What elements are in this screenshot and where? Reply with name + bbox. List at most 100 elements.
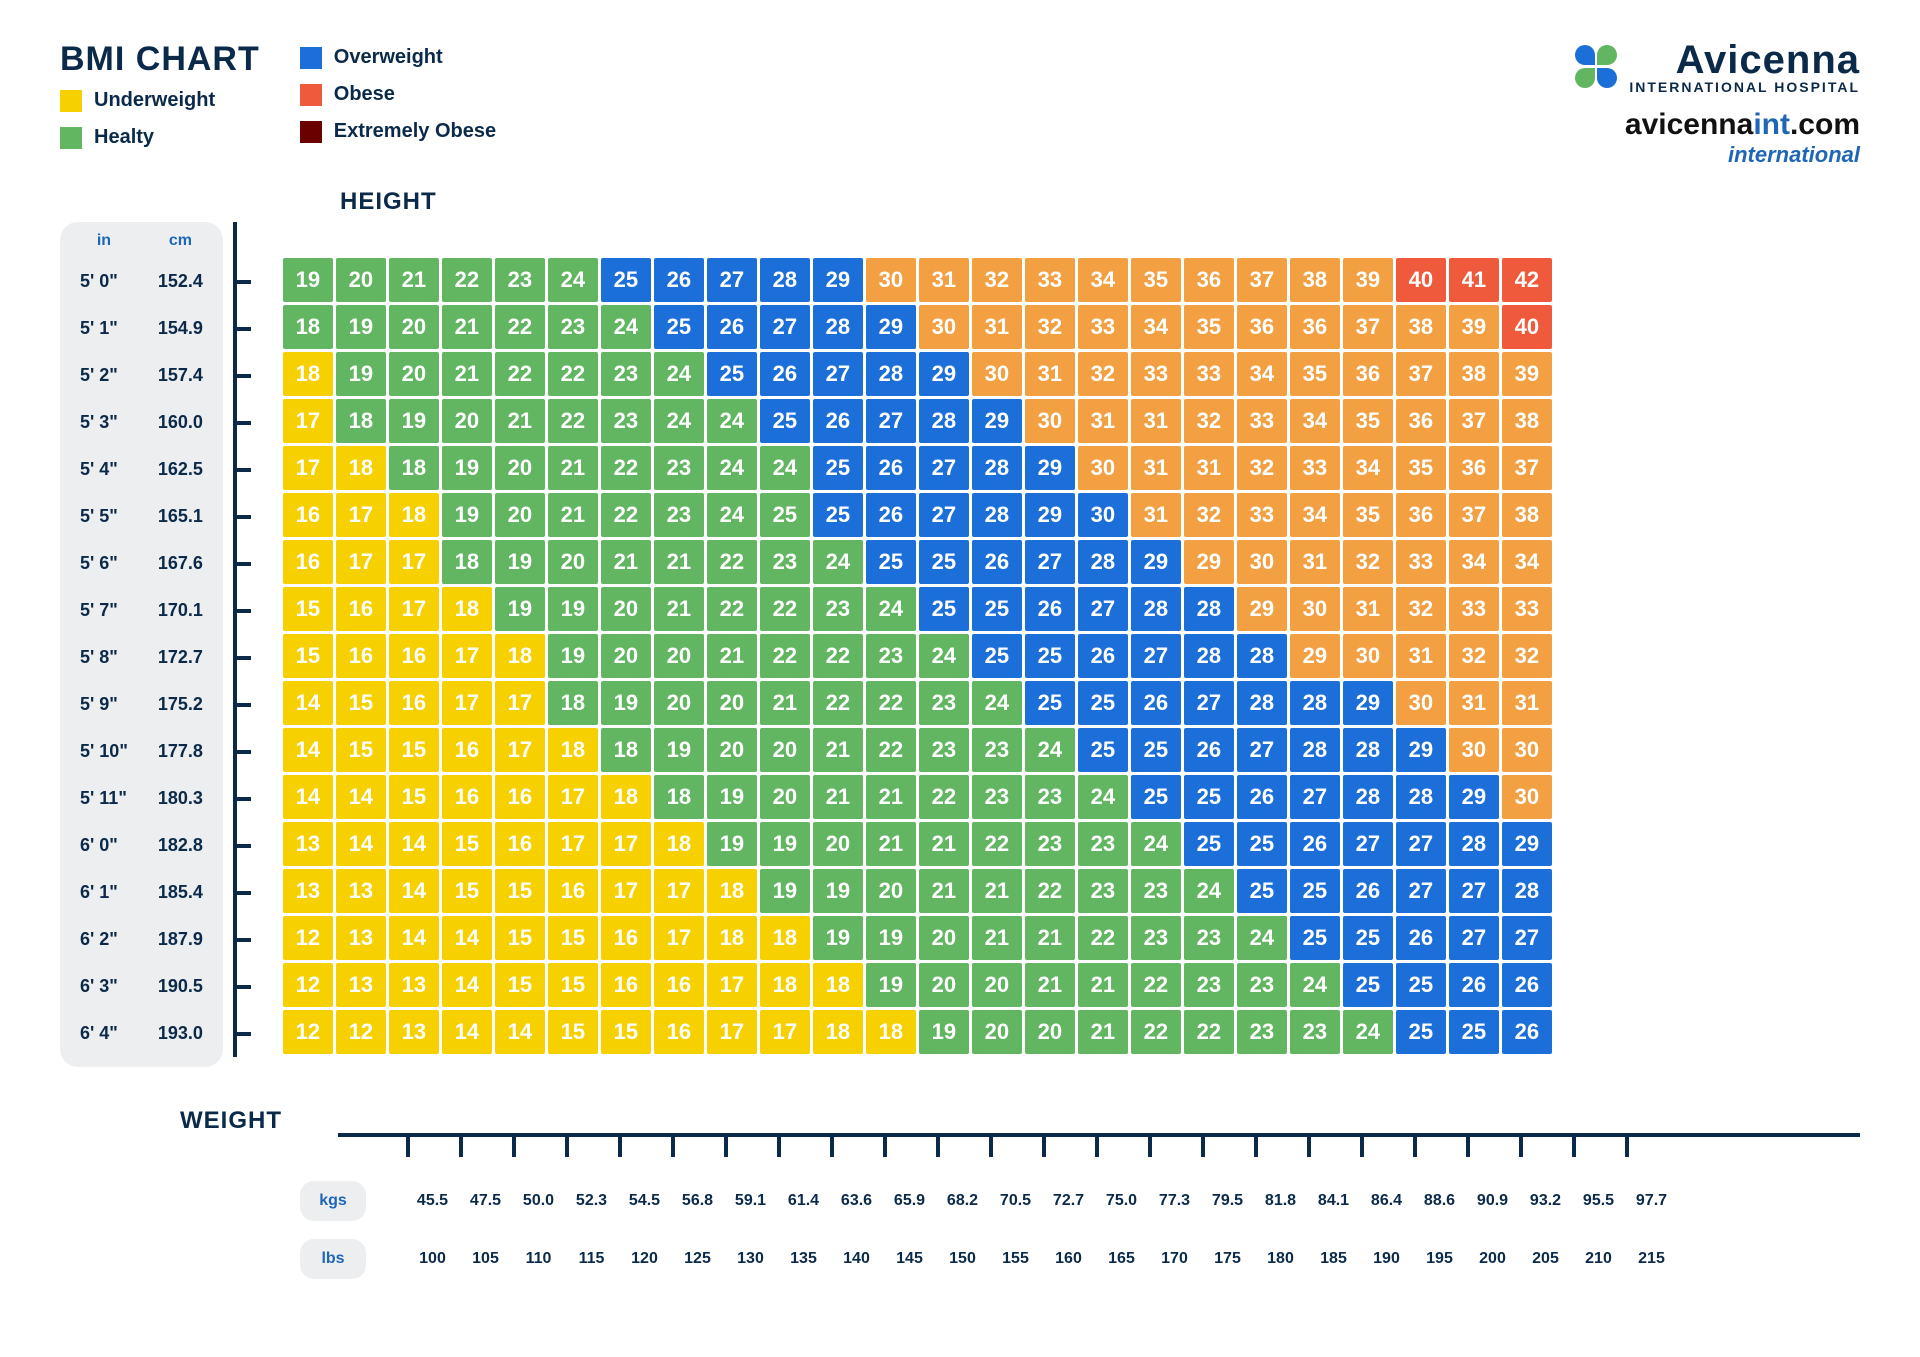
bmi-cell: 31 [1449,681,1499,725]
bmi-cell: 34 [1343,446,1393,490]
bmi-cell: 40 [1502,305,1552,349]
bmi-cell: 28 [866,352,916,396]
weight-kg-val: 75.0 [1095,1192,1148,1210]
height-column: in 5' 0"5' 1"5' 2"5' 3"5' 4"5' 5"5' 6"5'… [60,222,223,1067]
bmi-cell: 24 [1184,869,1234,913]
bmi-cell: 26 [1184,728,1234,772]
bmi-cell: 24 [707,399,757,443]
bmi-cell: 12 [283,1010,333,1054]
bmi-cell: 25 [813,493,863,537]
bmi-cell: 14 [389,822,439,866]
height-cm-val: 180.3 [158,775,203,822]
bmi-cell: 25 [919,587,969,631]
bmi-cell: 22 [601,446,651,490]
height-cm-val: 165.1 [158,493,203,540]
weight-lb-val: 145 [883,1250,936,1268]
bmi-cell: 40 [1396,258,1446,302]
height-in-val: 6' 1" [80,869,128,916]
bmi-cell: 24 [707,493,757,537]
bmi-cell: 23 [813,587,863,631]
bmi-cell: 28 [1131,587,1181,631]
bmi-cell: 15 [548,916,598,960]
bmi-cell: 15 [601,1010,651,1054]
bmi-cell: 25 [1396,1010,1446,1054]
bmi-cell: 28 [1078,540,1128,584]
bmi-cell: 14 [495,1010,545,1054]
bmi-cell: 17 [495,728,545,772]
bmi-cell: 27 [1396,822,1446,866]
weight-lb-val: 210 [1572,1250,1625,1268]
bmi-cell: 17 [707,963,757,1007]
bmi-cell: 16 [336,587,386,631]
bmi-cell: 15 [336,681,386,725]
bmi-cell: 15 [548,963,598,1007]
swatch-obese [300,84,322,106]
title-block: BMI CHART Underweight Healty [60,40,260,149]
bmi-cell: 25 [1449,1010,1499,1054]
bmi-cell: 30 [972,352,1022,396]
bmi-cell: 18 [760,916,810,960]
legend-label: Underweight [94,89,215,112]
bmi-cell: 19 [760,822,810,866]
bmi-cell: 16 [654,963,704,1007]
bmi-cell: 23 [972,775,1022,819]
bmi-cell: 19 [283,258,333,302]
bmi-cell: 22 [919,775,969,819]
bmi-cell: 26 [1396,916,1446,960]
bmi-cell: 27 [1396,869,1446,913]
bmi-cell: 21 [972,869,1022,913]
bmi-cell: 39 [1343,258,1393,302]
bmi-cell: 17 [654,869,704,913]
bmi-cell: 32 [1449,634,1499,678]
bmi-cell: 28 [972,493,1022,537]
bmi-cell: 24 [972,681,1022,725]
bmi-cell: 25 [1290,869,1340,913]
weight-kg-val: 88.6 [1413,1192,1466,1210]
bmi-cell: 22 [972,822,1022,866]
bmi-cell: 16 [389,634,439,678]
bmi-cell: 23 [1290,1010,1340,1054]
bmi-cell: 29 [866,305,916,349]
bmi-cell: 23 [1025,822,1075,866]
bmi-cell: 23 [1131,916,1181,960]
bmi-cell: 28 [1237,681,1287,725]
bmi-cell: 19 [707,775,757,819]
height-cm-val: 177.8 [158,728,203,775]
bmi-cell: 33 [1025,258,1075,302]
bmi-cell: 18 [336,399,386,443]
bmi-cell: 27 [866,399,916,443]
bmi-cell: 31 [1343,587,1393,631]
bmi-cell: 31 [1290,540,1340,584]
bmi-cell: 24 [654,399,704,443]
bmi-cell: 33 [1449,587,1499,631]
bmi-cell: 27 [1449,869,1499,913]
weight-kg-val: 86.4 [1360,1192,1413,1210]
bmi-cell: 19 [866,963,916,1007]
bmi-cell: 25 [972,634,1022,678]
bmi-cell: 26 [972,540,1022,584]
bmi-cell: 24 [548,258,598,302]
bmi-cell: 13 [283,822,333,866]
bmi-cell: 29 [1396,728,1446,772]
weight-lb-val: 195 [1413,1250,1466,1268]
bmi-cell: 34 [1290,493,1340,537]
bmi-cell: 22 [813,634,863,678]
bmi-cell: 20 [336,258,386,302]
bmi-cell: 24 [654,352,704,396]
weight-kg-val: 63.6 [830,1192,883,1210]
bmi-cell: 23 [1237,1010,1287,1054]
bmi-cell: 13 [389,1010,439,1054]
bmi-cell: 33 [1237,399,1287,443]
height-cm-val: 185.4 [158,869,203,916]
weight-kg-val: 72.7 [1042,1192,1095,1210]
weight-lb-val: 160 [1042,1250,1095,1268]
bmi-cell: 33 [1237,493,1287,537]
bmi-cell: 32 [1237,446,1287,490]
bmi-cell: 14 [336,775,386,819]
bmi-cell: 21 [654,540,704,584]
bmi-cell: 17 [760,1010,810,1054]
bmi-cell: 25 [1184,822,1234,866]
bmi-cell: 28 [1502,869,1552,913]
bmi-cell: 16 [336,634,386,678]
bmi-cell: 26 [1449,963,1499,1007]
